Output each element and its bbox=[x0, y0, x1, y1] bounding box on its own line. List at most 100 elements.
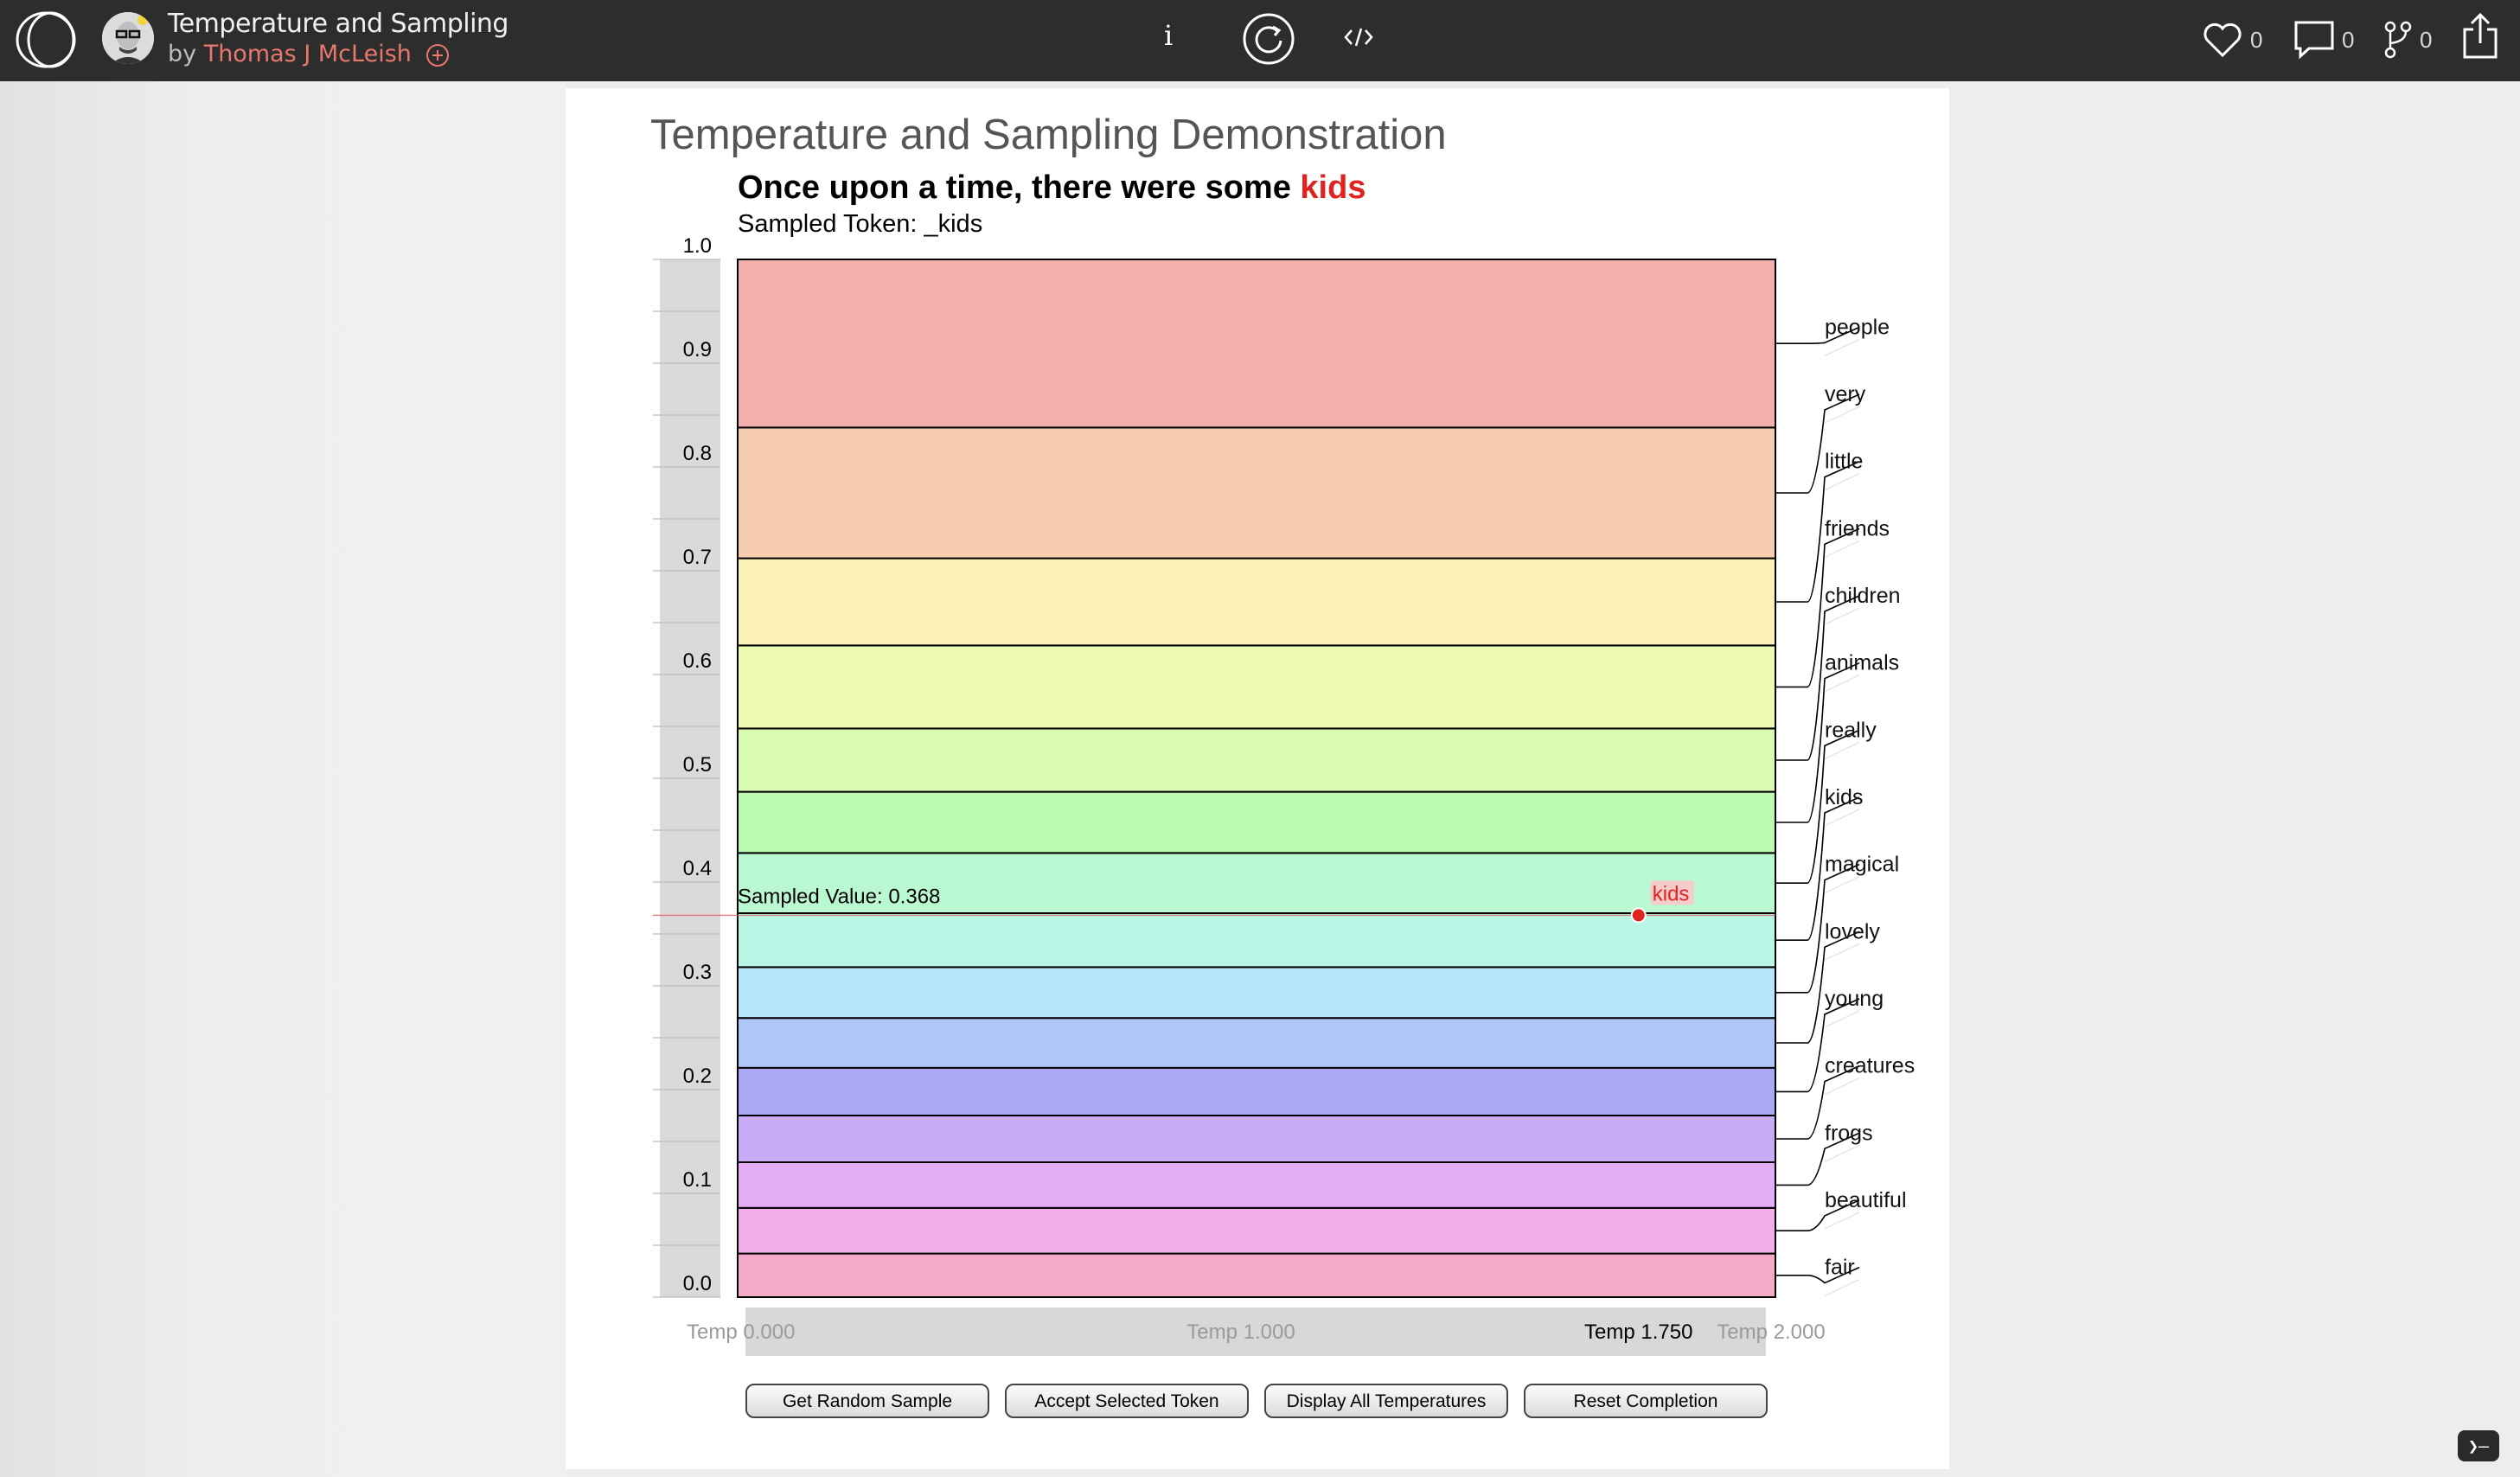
token-segment-little[interactable] bbox=[737, 557, 1776, 647]
token-segment-lovely[interactable] bbox=[737, 1017, 1776, 1069]
token-segment-people[interactable] bbox=[737, 259, 1776, 429]
get-random-sample-button[interactable]: Get Random Sample bbox=[745, 1384, 989, 1418]
likes-group[interactable]: 0 bbox=[2202, 16, 2262, 64]
token-segments bbox=[737, 259, 1776, 1298]
token-leader-guide bbox=[1824, 675, 1860, 693]
token-label-young: young bbox=[1825, 987, 1884, 1011]
token-leader-line bbox=[1775, 796, 1860, 941]
token-segment-animals[interactable] bbox=[737, 790, 1776, 854]
y-tick-label: 0.8 bbox=[683, 442, 712, 465]
y-tick-label: 0.0 bbox=[683, 1272, 712, 1295]
rerun-icon[interactable] bbox=[1242, 12, 1295, 66]
token-label-people: people bbox=[1825, 315, 1890, 339]
author-avatar[interactable] bbox=[102, 12, 154, 64]
y-tick-label: 0.2 bbox=[683, 1065, 712, 1088]
token-segment-children[interactable] bbox=[737, 727, 1776, 793]
temperature-slider[interactable]: Temp 0.000 Temp 1.000 Temp 2.000 Temp 1.750 bbox=[687, 1308, 1826, 1356]
token-segment-creatures[interactable] bbox=[737, 1115, 1776, 1163]
comment-icon[interactable] bbox=[2293, 20, 2335, 60]
temp-mid-label: Temp 1.000 bbox=[1186, 1320, 1295, 1344]
temp-min-label: Temp 0.000 bbox=[687, 1320, 795, 1344]
token-label-children: children bbox=[1825, 584, 1901, 608]
token-leader-line bbox=[1775, 460, 1860, 603]
token-leader-guide bbox=[1824, 1212, 1860, 1230]
y-tick-label: 1.0 bbox=[683, 234, 712, 258]
token-segment-magical[interactable] bbox=[737, 966, 1776, 1020]
reset-completion-button[interactable]: Reset Completion bbox=[1524, 1384, 1768, 1418]
fork-icon[interactable] bbox=[2383, 20, 2413, 60]
temp-max-label: Temp 2.000 bbox=[1717, 1320, 1825, 1344]
author-link[interactable]: Thomas J McLeish bbox=[203, 41, 412, 67]
token-leader-guide bbox=[1824, 607, 1860, 625]
token-segment-frogs[interactable] bbox=[737, 1161, 1776, 1209]
embed-code-icon[interactable] bbox=[1343, 24, 1374, 50]
sample-point[interactable] bbox=[1630, 907, 1647, 924]
completion-token: kids bbox=[1300, 169, 1366, 206]
token-label-lovely: lovely bbox=[1825, 919, 1880, 943]
likes-count: 0 bbox=[2250, 26, 2263, 53]
y-tick-label: 0.1 bbox=[683, 1168, 712, 1192]
token-leader-line bbox=[1775, 528, 1860, 688]
token-label-really: really bbox=[1825, 718, 1877, 742]
byline-prefix: by bbox=[168, 41, 204, 67]
sampled-token-highlight bbox=[1650, 880, 1694, 905]
y-tick-label: 0.6 bbox=[683, 649, 712, 673]
temperature-track[interactable] bbox=[745, 1308, 1766, 1356]
token-leader-guide bbox=[1824, 338, 1860, 357]
token-leader-guide bbox=[1824, 943, 1860, 961]
token-leader-guide bbox=[1824, 1010, 1860, 1028]
completion-prefix: Once upon a time, there were some bbox=[738, 169, 1301, 206]
token-leader-line bbox=[1775, 393, 1860, 494]
comments-group[interactable]: 0 bbox=[2293, 16, 2354, 64]
author-byline: by Thomas J McLeish bbox=[168, 41, 450, 67]
token-segment-beautiful[interactable] bbox=[737, 1206, 1776, 1255]
heart-icon[interactable] bbox=[2202, 21, 2243, 59]
follow-plus-icon[interactable] bbox=[425, 43, 450, 67]
notebook-title[interactable]: Temperature and Sampling bbox=[168, 9, 508, 39]
temp-current-label: Temp 1.750 bbox=[1584, 1320, 1692, 1344]
sampled-value-label: Sampled Value: 0.368 bbox=[738, 885, 940, 908]
token-leader-line bbox=[1775, 662, 1860, 823]
token-leader-line bbox=[1775, 326, 1860, 344]
accept-selected-token-button[interactable]: Accept Selected Token bbox=[1005, 1384, 1249, 1418]
forks-group[interactable]: 0 bbox=[2383, 16, 2432, 64]
token-leader-guide bbox=[1824, 473, 1860, 491]
token-leader-line bbox=[1775, 729, 1860, 884]
token-leader-guide bbox=[1824, 1144, 1860, 1162]
token-leader-guide bbox=[1824, 540, 1860, 559]
sampled-token-tag: kids bbox=[1653, 882, 1690, 905]
left-gutter bbox=[0, 81, 566, 1477]
token-leader-guide bbox=[1824, 741, 1860, 760]
token-leader-line bbox=[1775, 930, 1860, 1044]
sampled-token-label: Sampled Token: _kids bbox=[738, 210, 983, 238]
share-icon[interactable] bbox=[2461, 12, 2499, 61]
top-bar: Temperature and Sampling by Thomas J McL… bbox=[0, 0, 2520, 81]
token-leader-guide bbox=[1824, 809, 1860, 827]
token-label-little: little bbox=[1825, 450, 1863, 474]
token-segment-young[interactable] bbox=[737, 1066, 1776, 1117]
token-label-fair: fair bbox=[1825, 1256, 1855, 1280]
token-leader-guide bbox=[1824, 875, 1860, 894]
token-leader-guide bbox=[1824, 406, 1860, 424]
y-tick-label: 0.9 bbox=[683, 338, 712, 361]
token-label-animals: animals bbox=[1825, 651, 1899, 675]
token-segment-kids[interactable] bbox=[737, 912, 1776, 969]
token-segment-fair[interactable] bbox=[737, 1252, 1776, 1298]
token-segment-very[interactable] bbox=[737, 426, 1776, 559]
display-all-temperatures-button[interactable]: Display All Temperatures bbox=[1264, 1384, 1508, 1418]
sample-marker: Sampled Value: 0.368 kids bbox=[653, 880, 1775, 924]
console-toggle-button[interactable]: ❯— bbox=[2458, 1430, 2499, 1461]
token-segment-friends[interactable] bbox=[737, 644, 1776, 730]
token-leader-guide bbox=[1824, 1077, 1860, 1096]
token-leader-line bbox=[1775, 1266, 1860, 1284]
y-tick-label: 0.5 bbox=[683, 753, 712, 777]
token-leader-guide bbox=[1824, 1278, 1860, 1297]
token-leader-line bbox=[1775, 595, 1860, 761]
token-label-creatures: creatures bbox=[1825, 1054, 1915, 1078]
token-segment-really[interactable] bbox=[737, 852, 1776, 915]
observable-logo-icon[interactable] bbox=[16, 10, 80, 69]
info-icon[interactable]: i bbox=[1164, 19, 1174, 52]
completion-text: Once upon a time, there were some kids bbox=[738, 169, 1366, 207]
token-leader-line bbox=[1775, 1199, 1860, 1231]
